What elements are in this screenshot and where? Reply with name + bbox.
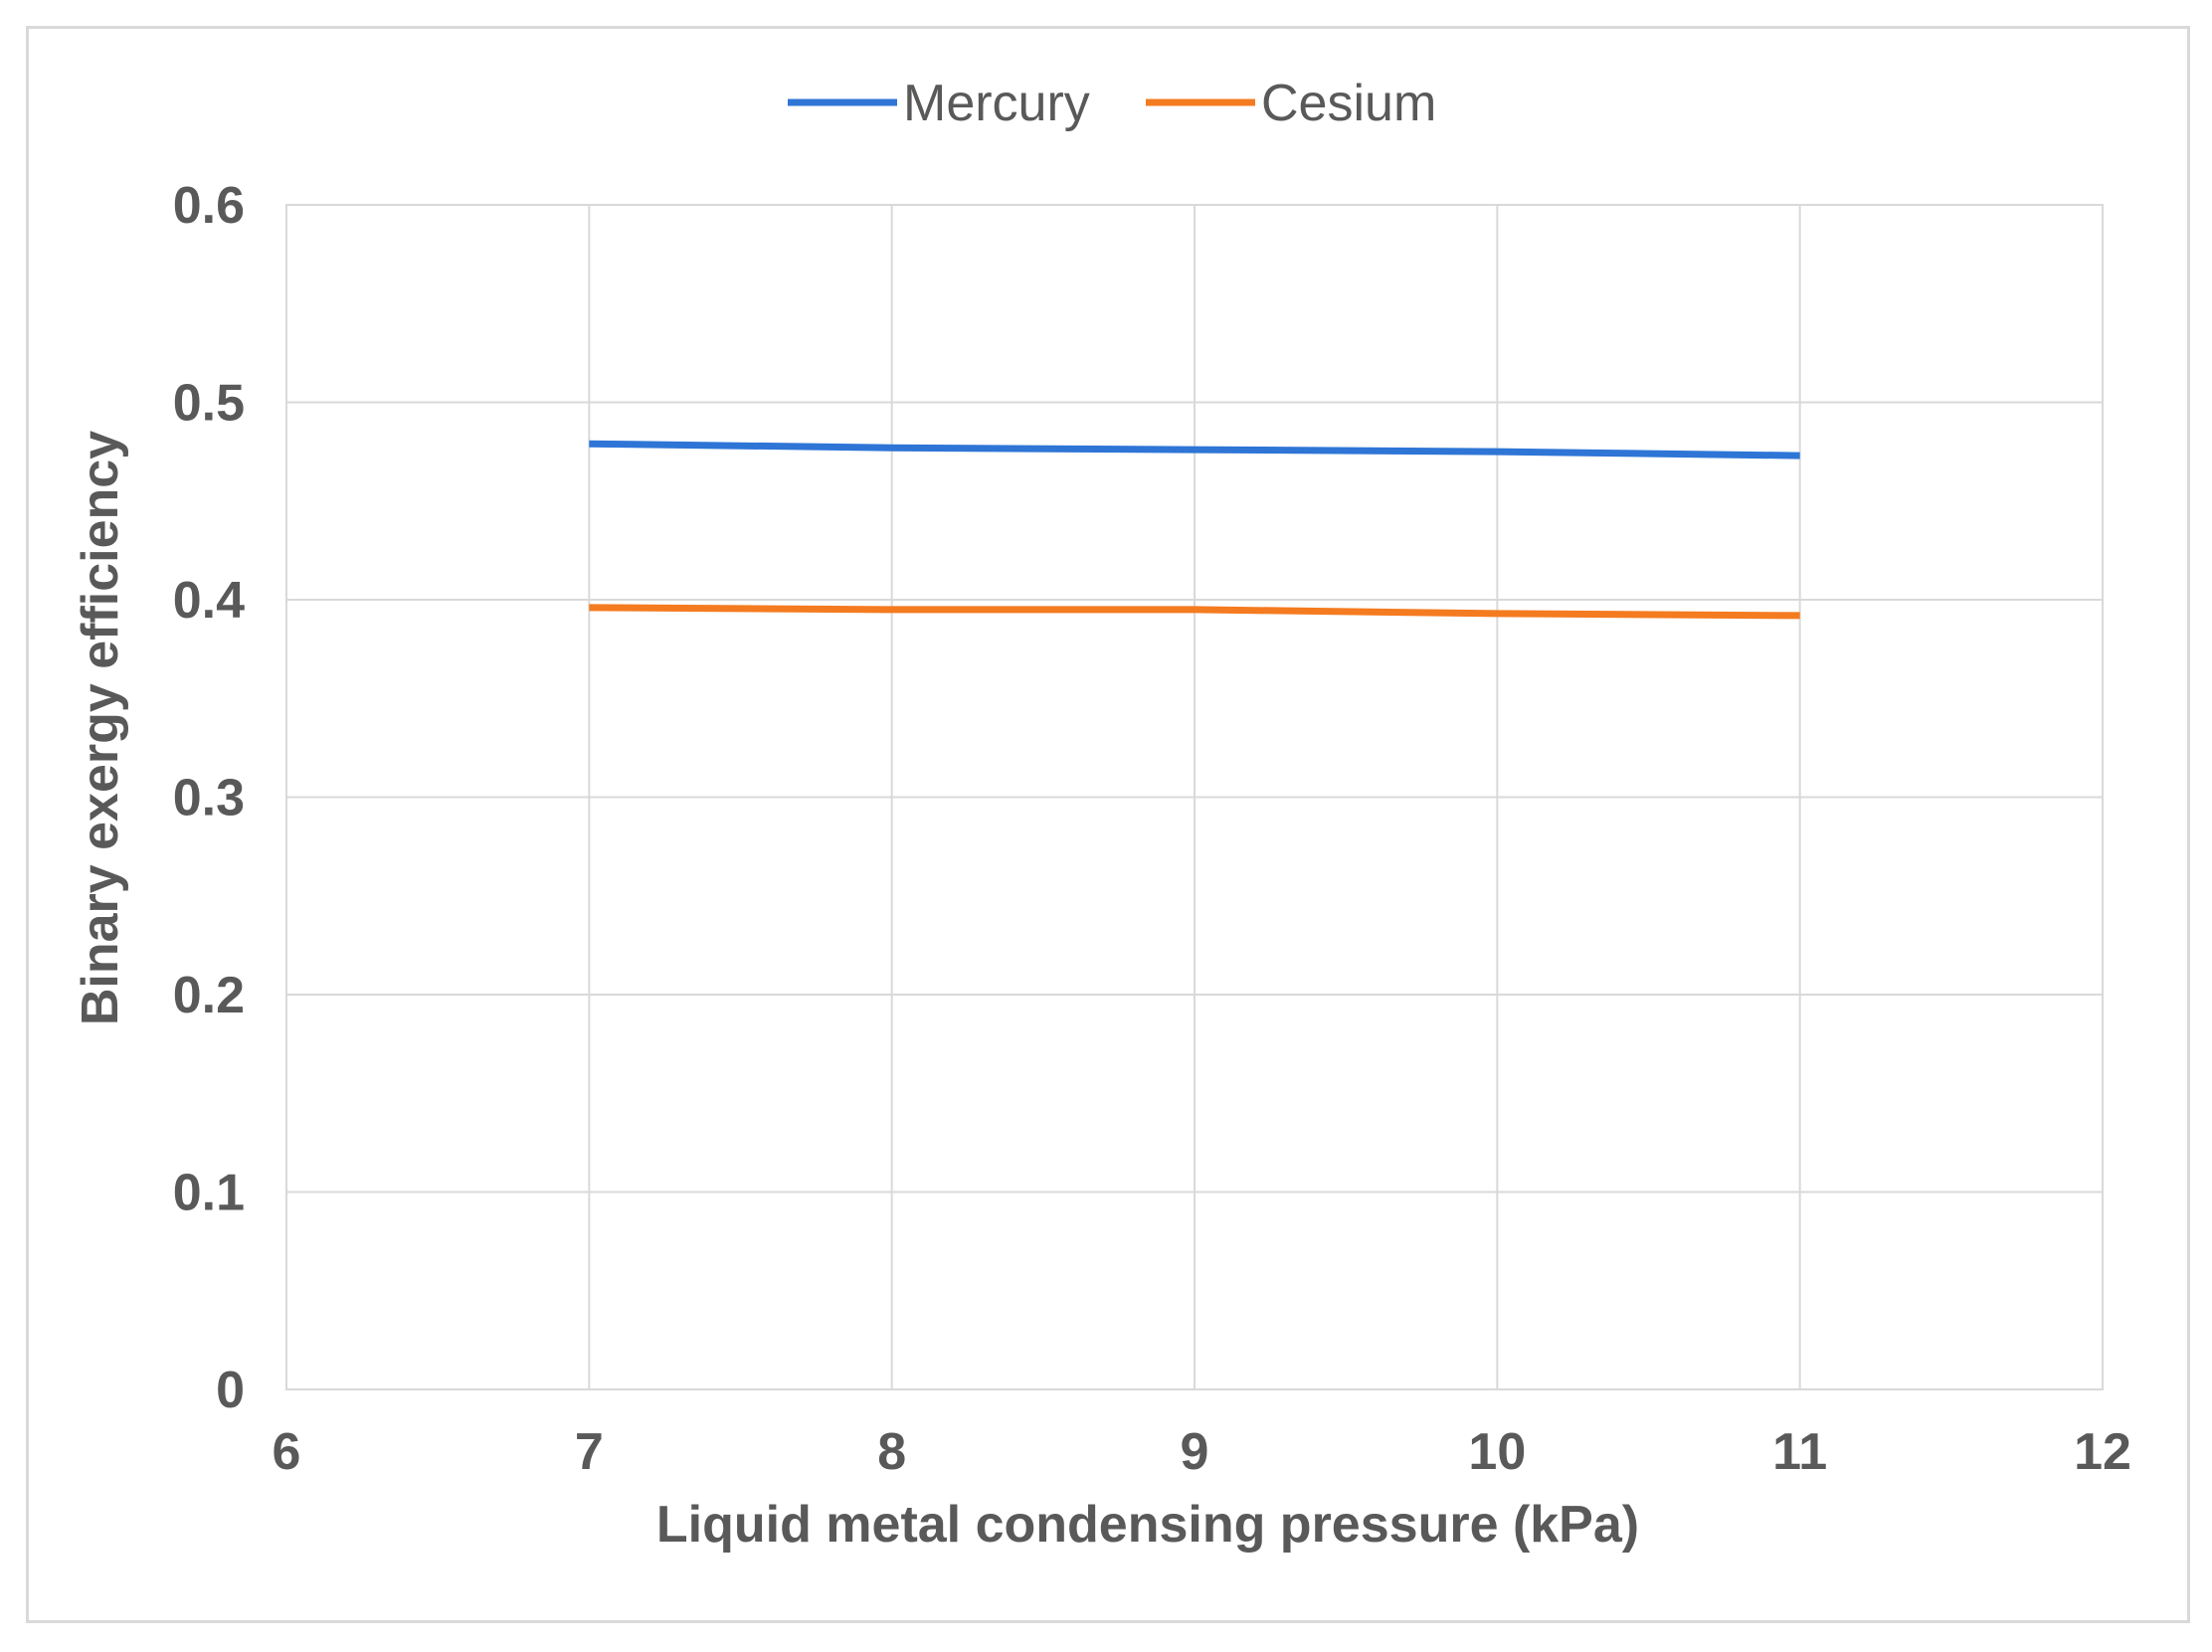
x-tick-label: 6 — [273, 1423, 301, 1481]
y-tick-label: 0.6 — [173, 177, 245, 235]
y-axis-ticks: 0 0.1 0.2 0.3 0.4 0.5 0.6 — [173, 177, 245, 1419]
legend: Mercury Cesium — [788, 75, 1436, 132]
series-line-cesium — [589, 604, 1800, 620]
y-tick-label: 0.5 — [173, 375, 245, 433]
series-line-mercury — [589, 440, 1800, 459]
x-axis-title: Liquid metal condensing pressure (kPa) — [656, 1496, 1639, 1554]
legend-item-cesium: Cesium — [1146, 75, 1436, 132]
y-axis-title: Binary exergy efficiency — [72, 431, 129, 1025]
y-tick-label: 0.3 — [173, 770, 245, 827]
plot-border — [285, 204, 2104, 1390]
x-tick-label: 9 — [1181, 1423, 1209, 1481]
x-tick-label: 8 — [877, 1423, 906, 1481]
plot-area — [285, 204, 2104, 1390]
x-tick-label: 10 — [1468, 1423, 1526, 1481]
x-tick-label: 11 — [1772, 1423, 1827, 1481]
gridlines — [285, 204, 2104, 1390]
legend-label-cesium: Cesium — [1261, 75, 1436, 132]
y-tick-label: 0.2 — [173, 967, 245, 1024]
y-tick-label: 0.1 — [173, 1165, 245, 1222]
chart-frame — [26, 26, 2190, 1623]
legend-label-mercury: Mercury — [903, 75, 1090, 132]
y-tick-label: 0.4 — [173, 572, 245, 630]
x-tick-label: 12 — [2074, 1423, 2131, 1481]
y-tick-label: 0 — [216, 1362, 245, 1419]
series-lines — [589, 440, 1800, 620]
x-tick-label: 7 — [575, 1423, 604, 1481]
legend-item-mercury: Mercury — [788, 75, 1090, 132]
x-axis-ticks: 6 7 8 9 10 11 12 — [273, 1423, 2131, 1481]
